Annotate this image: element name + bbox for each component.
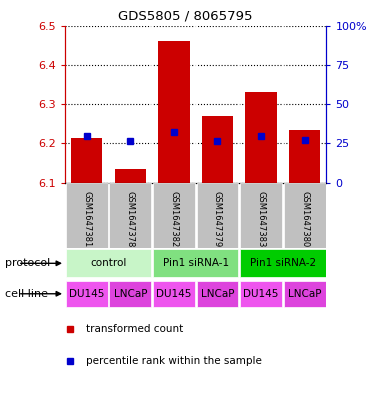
Bar [66,249,151,277]
Bar [197,183,239,248]
Text: LNCaP: LNCaP [201,289,234,299]
Text: GSM1647380: GSM1647380 [300,191,309,247]
Bar [240,281,282,307]
Text: GDS5805 / 8065795: GDS5805 / 8065795 [118,10,253,23]
Bar [240,183,282,248]
Text: GSM1647378: GSM1647378 [126,191,135,247]
Bar [158,41,190,183]
Text: GSM1647381: GSM1647381 [82,191,91,247]
Text: protocol: protocol [5,258,50,268]
Text: LNCaP: LNCaP [288,289,321,299]
Bar [109,281,151,307]
Bar [115,169,146,183]
Text: LNCaP: LNCaP [114,289,147,299]
Bar [284,281,326,307]
Text: cell line: cell line [5,289,48,299]
Bar [153,183,195,248]
Text: GSM1647379: GSM1647379 [213,191,222,247]
Text: DU145: DU145 [156,289,191,299]
Text: GSM1647383: GSM1647383 [257,191,266,247]
Bar [284,183,326,248]
Bar [153,249,239,277]
Bar [289,130,321,183]
Text: GSM1647382: GSM1647382 [170,191,178,247]
Text: percentile rank within the sample: percentile rank within the sample [86,356,262,366]
Text: Pin1 siRNA-2: Pin1 siRNA-2 [250,258,316,268]
Bar [66,183,108,248]
Text: Pin1 siRNA-1: Pin1 siRNA-1 [162,258,229,268]
Text: DU145: DU145 [69,289,104,299]
Bar [197,281,239,307]
Bar [66,281,108,307]
Text: transformed count: transformed count [86,324,183,334]
Bar [240,249,326,277]
Bar [202,116,233,183]
Text: DU145: DU145 [243,289,279,299]
Bar [245,92,277,183]
Bar [109,183,151,248]
Text: control: control [90,258,127,268]
Bar [71,138,102,183]
Bar [153,281,195,307]
